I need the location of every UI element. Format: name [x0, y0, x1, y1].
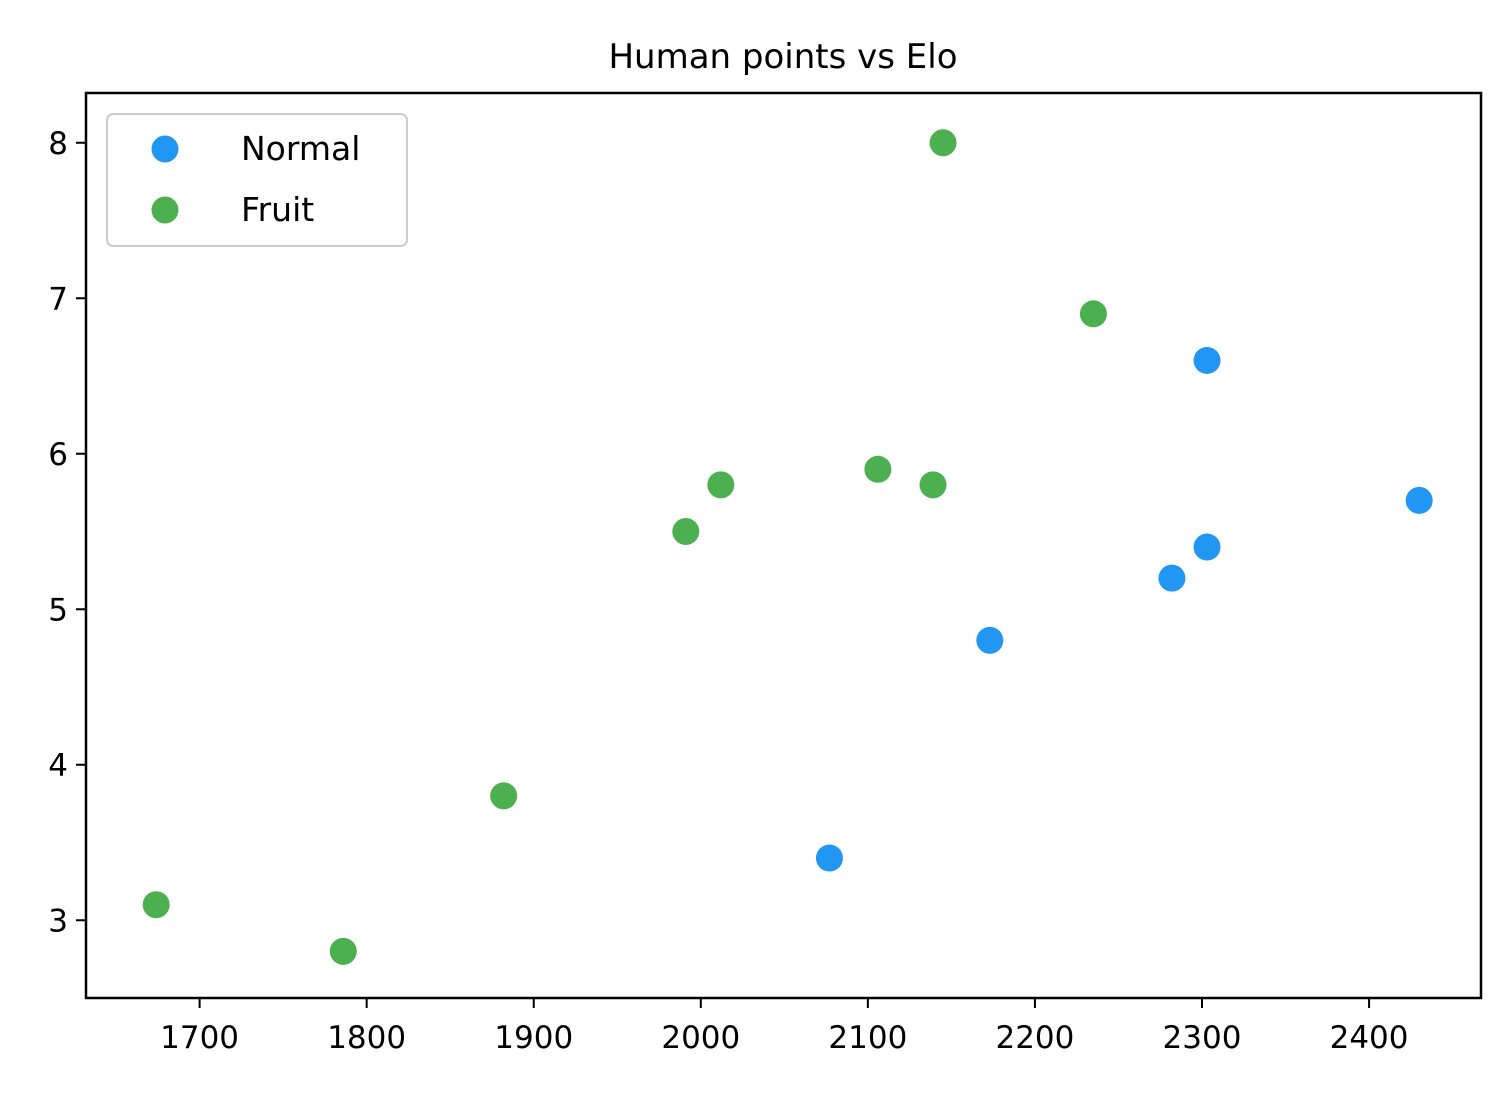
point-fruit	[707, 471, 735, 499]
y-axis: 3 4 5 6 7 8	[48, 126, 86, 939]
point-fruit	[864, 455, 892, 483]
legend-label-normal: Normal	[241, 129, 360, 168]
legend-marker-normal	[151, 135, 179, 163]
point-normal	[815, 844, 843, 872]
y-tick-label: 7	[48, 281, 68, 317]
y-tick-label: 6	[48, 437, 68, 473]
y-tick-label: 3	[48, 903, 68, 939]
y-tick-label: 4	[48, 748, 68, 784]
point-fruit	[1079, 300, 1107, 328]
x-tick-label: 1900	[494, 1020, 573, 1056]
point-fruit	[490, 782, 518, 810]
x-tick-label: 2000	[661, 1020, 740, 1056]
data-points	[142, 129, 1433, 965]
x-tick-label: 2200	[995, 1020, 1074, 1056]
legend-box	[106, 113, 408, 247]
x-tick-label: 1700	[160, 1020, 239, 1056]
y-tick-label: 8	[48, 126, 68, 162]
y-tick-label: 5	[48, 592, 68, 628]
x-tick-label: 2400	[1330, 1020, 1409, 1056]
point-fruit	[672, 518, 700, 546]
legend-marker-fruit	[151, 196, 179, 224]
legend: Normal Fruit	[106, 113, 408, 247]
x-axis: 1700 1800 1900 2000 2100 2200 2300 2400	[160, 998, 1409, 1056]
chart-title: Human points vs Elo	[608, 37, 957, 77]
x-tick-label: 2300	[1163, 1020, 1242, 1056]
x-tick-label: 2100	[828, 1020, 907, 1056]
point-fruit	[919, 471, 947, 499]
point-normal	[976, 626, 1004, 654]
plot-area	[84, 91, 1483, 1000]
legend-label-fruit: Fruit	[241, 190, 314, 229]
point-fruit	[329, 937, 357, 965]
point-normal	[1193, 533, 1221, 561]
x-tick-label: 1800	[327, 1020, 406, 1056]
point-normal	[1193, 346, 1221, 374]
point-fruit	[929, 129, 957, 157]
point-normal	[1405, 486, 1433, 514]
point-fruit	[142, 891, 170, 919]
point-normal	[1158, 564, 1186, 592]
